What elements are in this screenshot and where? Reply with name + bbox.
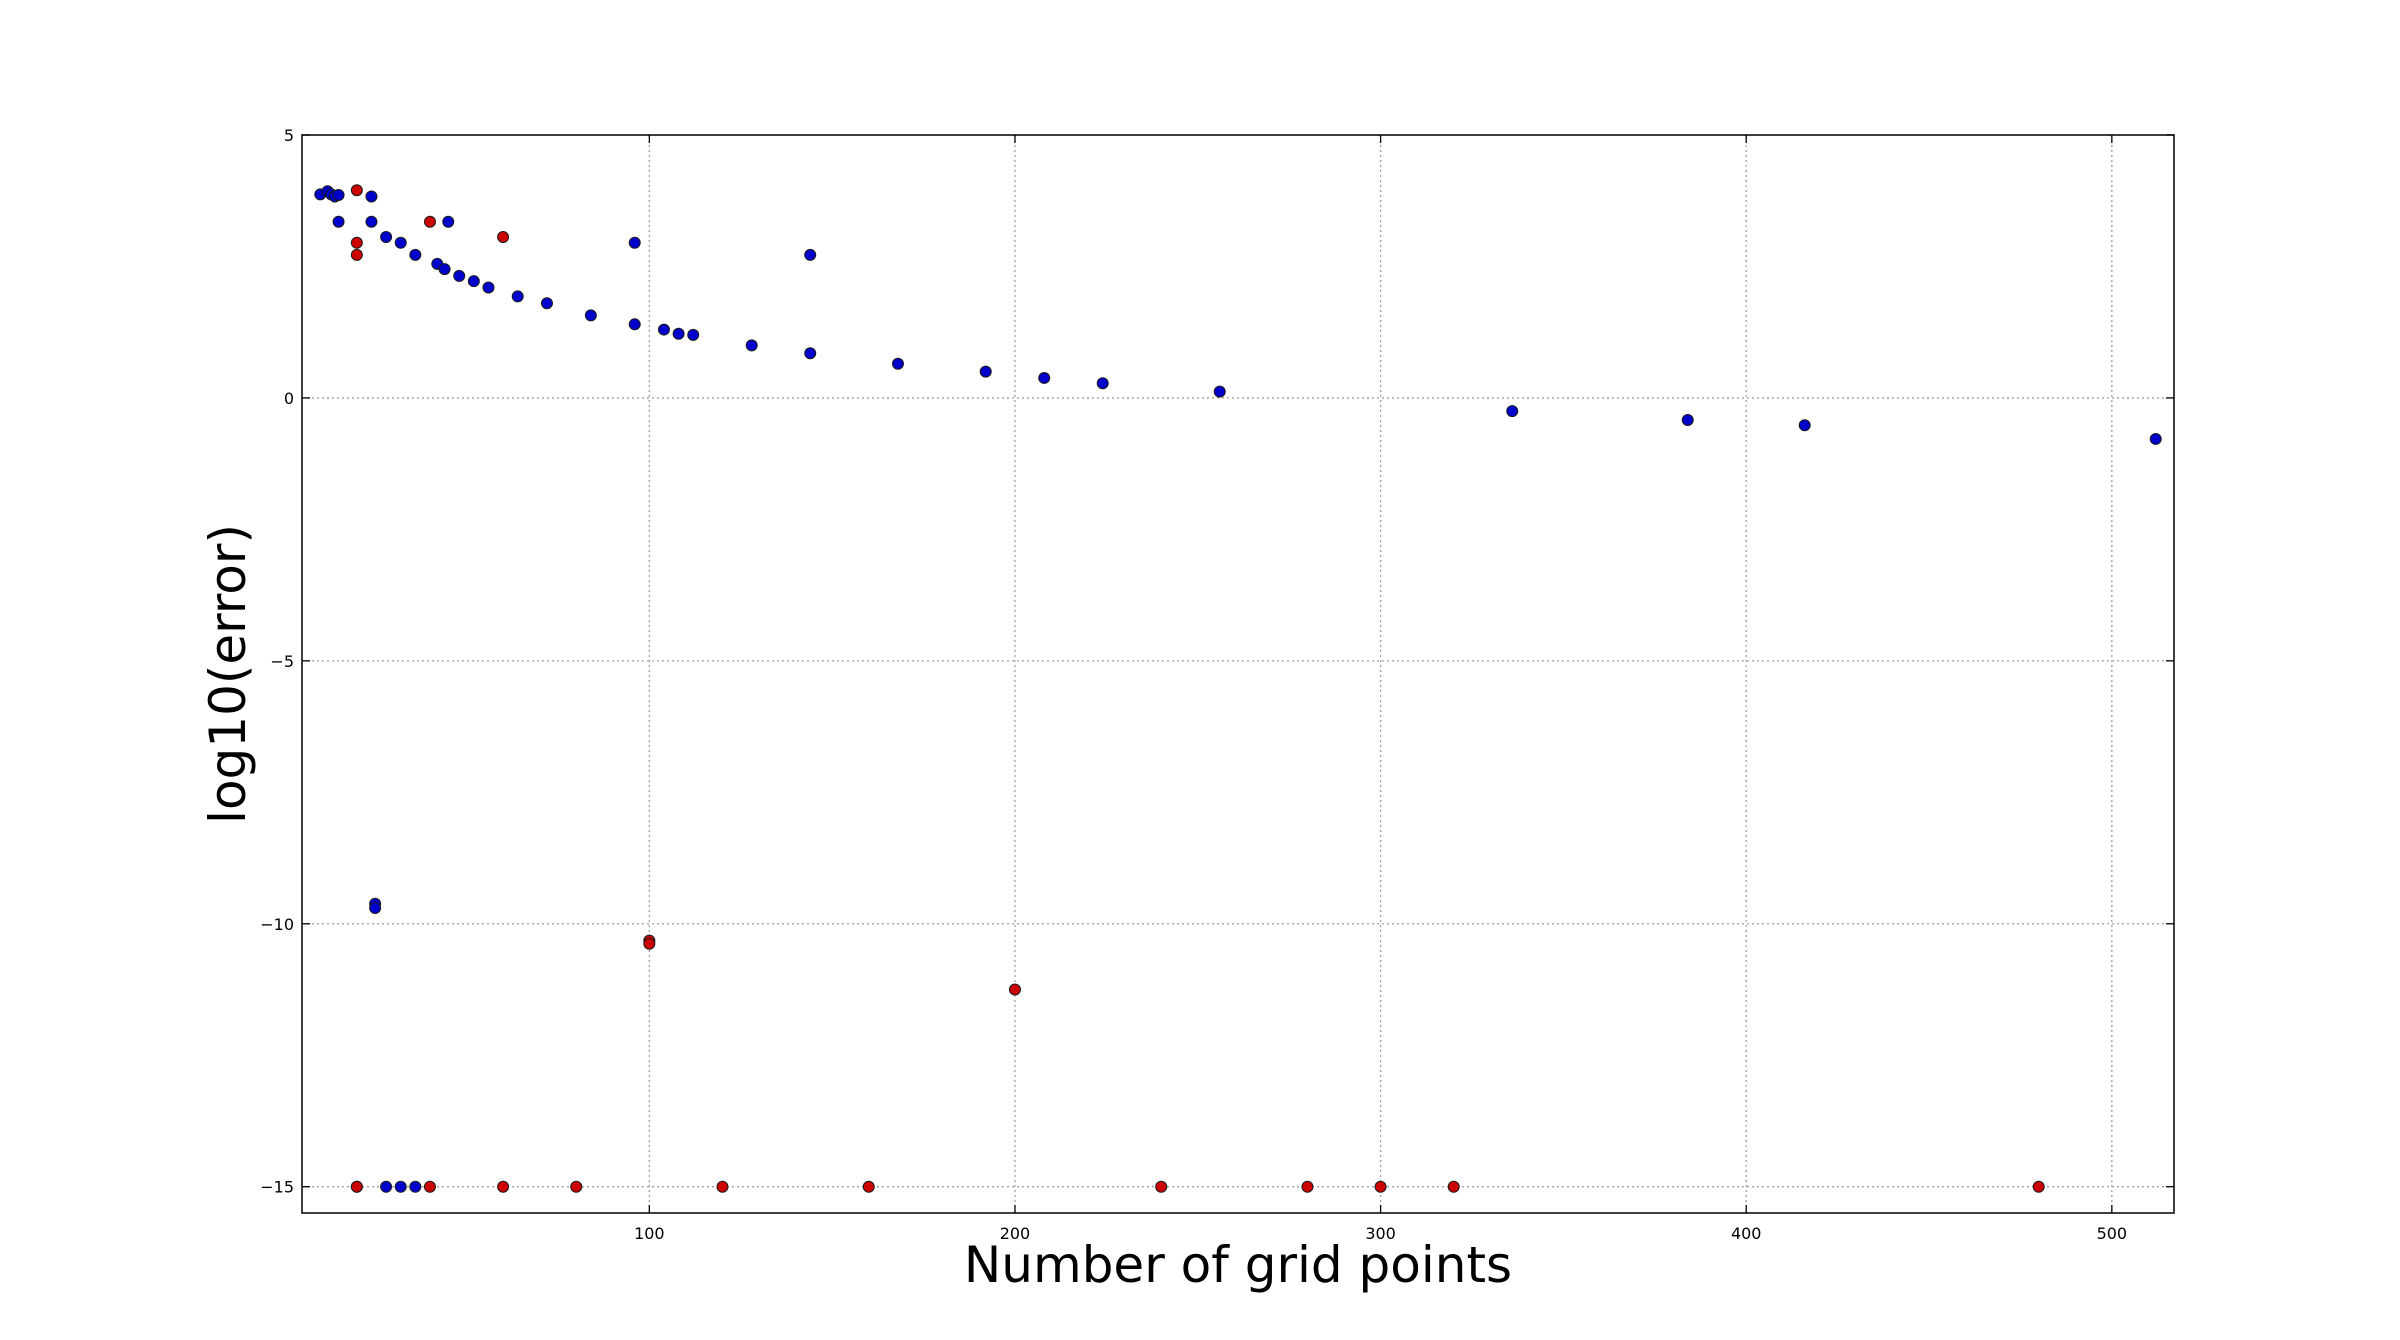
y-tick-label: −10 xyxy=(260,915,294,934)
blue-data-point xyxy=(1038,371,1051,384)
red-data-point xyxy=(570,1180,583,1193)
blue-data-point xyxy=(804,347,817,360)
blue-data-point xyxy=(442,215,455,228)
red-data-point xyxy=(497,231,510,244)
blue-data-point xyxy=(672,327,685,340)
x-axis-label: Number of grid points xyxy=(964,1236,1512,1294)
blue-data-point xyxy=(467,275,480,288)
red-data-point xyxy=(1447,1180,1460,1193)
red-data-point xyxy=(1008,983,1021,996)
y-tick-label: 5 xyxy=(284,126,294,145)
blue-data-point xyxy=(687,328,700,341)
blue-data-point xyxy=(332,215,345,228)
red-data-point xyxy=(423,215,436,228)
blue-data-point xyxy=(628,236,641,249)
x-tick-label: 100 xyxy=(634,1224,665,1243)
blue-data-point xyxy=(482,281,495,294)
data-points xyxy=(314,184,2162,1193)
blue-data-point xyxy=(394,236,407,249)
blue-data-point xyxy=(1096,377,1109,390)
axis-ticks: 100 200 300 400 500 5 0 −5 −10 −15 xyxy=(260,126,2174,1243)
blue-data-point xyxy=(409,248,422,261)
blue-data-point xyxy=(511,290,524,303)
red-data-point xyxy=(350,184,363,197)
blue-data-point xyxy=(332,188,345,201)
y-axis-label: log10(error) xyxy=(199,524,257,824)
blue-data-point xyxy=(453,269,466,282)
blue-data-point xyxy=(540,297,553,310)
blue-data-point xyxy=(394,1180,407,1193)
red-data-point xyxy=(423,1180,436,1193)
red-data-point xyxy=(350,1180,363,1193)
red-data-point xyxy=(1155,1180,1168,1193)
red-data-point xyxy=(350,236,363,249)
red-data-point xyxy=(1301,1180,1314,1193)
blue-data-point xyxy=(1798,419,1811,432)
x-tick-label: 200 xyxy=(1000,1224,1031,1243)
blue-data-point xyxy=(979,365,992,378)
blue-data-point xyxy=(2149,432,2162,445)
red-data-point xyxy=(350,248,363,261)
red-data-point xyxy=(643,937,656,950)
blue-data-point xyxy=(804,248,817,261)
blue-data-point xyxy=(891,357,904,370)
x-tick-label: 400 xyxy=(1731,1224,1762,1243)
grid-lines xyxy=(302,134,2174,1213)
blue-data-point xyxy=(1506,405,1519,418)
blue-data-point xyxy=(1213,385,1226,398)
blue-data-point xyxy=(1681,414,1694,427)
blue-data-point xyxy=(380,231,393,244)
red-data-point xyxy=(2032,1180,2045,1193)
blue-data-point xyxy=(438,263,451,276)
blue-data-point xyxy=(380,1180,393,1193)
y-tick-label: −5 xyxy=(270,652,294,671)
blue-data-point xyxy=(628,318,641,331)
blue-data-point xyxy=(365,190,378,203)
y-tick-label: 0 xyxy=(284,389,294,408)
blue-data-point xyxy=(657,323,670,336)
blue-data-point xyxy=(409,1180,422,1193)
blue-data-point xyxy=(365,215,378,228)
x-tick-label: 500 xyxy=(2097,1224,2128,1243)
red-data-point xyxy=(716,1180,729,1193)
red-data-point xyxy=(497,1180,510,1193)
blue-data-point xyxy=(745,339,758,352)
blue-data-point xyxy=(584,309,597,322)
plot-frame xyxy=(301,134,2175,1214)
red-data-point xyxy=(1374,1180,1387,1193)
y-tick-label: −15 xyxy=(260,1178,294,1197)
blue-data-point xyxy=(369,902,382,915)
x-tick-label: 300 xyxy=(1365,1224,1396,1243)
red-data-point xyxy=(862,1180,875,1193)
